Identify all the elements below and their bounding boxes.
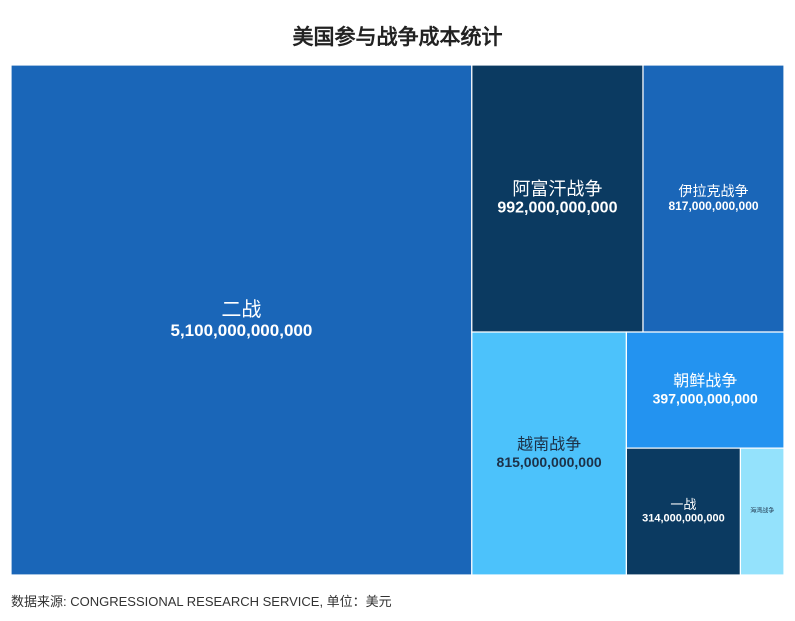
treemap-cell-5-rect [625, 331, 784, 449]
treemap-cell-1-label: 二战 [221, 298, 261, 321]
treemap-cell-5-label: 朝鲜战争 [673, 372, 737, 390]
treemap-cell-4-rect [471, 331, 627, 575]
treemap-cell-3-value: 817,000,000,000 [668, 199, 758, 213]
treemap-cell-2-value: 992,000,000,000 [497, 200, 617, 217]
treemap-cell-1-value: 5,100,000,000,000 [171, 321, 313, 340]
treemap-cell-3-label: 伊拉克战争 [679, 183, 749, 199]
treemap-cell-6-label: 一战 [670, 497, 696, 512]
treemap-cell-7-rect [739, 447, 784, 575]
treemap-cell-2-label: 阿富汗战争 [512, 179, 602, 199]
treemap-cell-7-label: 海湾战争 [750, 507, 774, 515]
treemap-cell-6-value: 314,000,000,000 [642, 513, 725, 525]
treemap-cell-5-value: 397,000,000,000 [653, 391, 758, 407]
treemap-cell-2-rect [471, 65, 644, 333]
chart-title: 美国参与战争成本统计 [292, 26, 503, 49]
treemap-cell-7: 海湾战争 [739, 447, 784, 575]
source-note: 数据来源: CONGRESSIONAL RESEARCH SERVICE, 单位… [11, 594, 392, 609]
treemap-cell-1-rect [11, 65, 473, 575]
treemap-cell-4-label: 越南战争 [517, 436, 581, 454]
treemap-cell-1: 二战5,100,000,000,000 [11, 65, 473, 575]
treemap-chart: 二战5,100,000,000,000阿富汗战争992,000,000,000伊… [11, 65, 784, 575]
treemap-cell-4-value: 815,000,000,000 [497, 454, 602, 470]
